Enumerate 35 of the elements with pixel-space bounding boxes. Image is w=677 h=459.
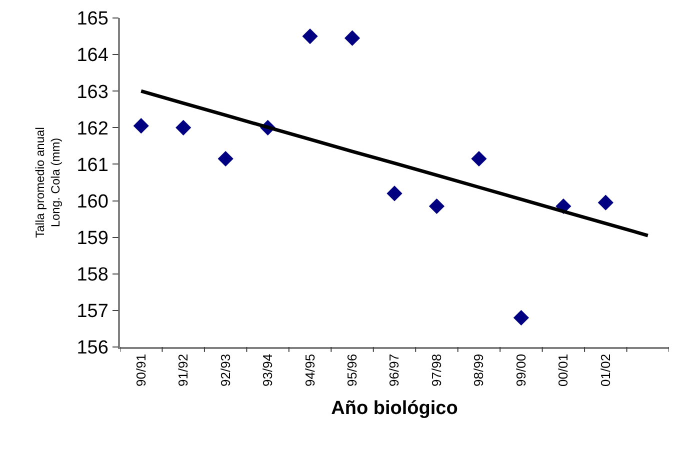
x-tick-label: 95/96 [344, 354, 360, 386]
x-axis-title: Año biológico [331, 398, 458, 419]
x-tick-label: 92/93 [218, 354, 233, 386]
point [513, 310, 529, 326]
y-tick-label: 160 [76, 191, 108, 212]
y-axis-title: Talla promedio anual Long. Cola (mm) [32, 127, 63, 238]
x-tick-label: 01/02 [598, 354, 613, 386]
x-tick-label: 00/01 [556, 354, 571, 386]
point [428, 198, 445, 214]
point [598, 194, 614, 210]
y-tick-label: 162 [76, 118, 108, 140]
line-series [139, 89, 650, 238]
x-tick-label: 94/95 [302, 354, 318, 386]
y-tick-label: 165 [76, 8, 108, 30]
point [471, 150, 487, 167]
y-tick-label: 161 [76, 154, 108, 176]
point [176, 120, 192, 136]
y-tick-label: 157 [76, 301, 108, 322]
x-tick-label: 98/99 [471, 354, 486, 386]
y-tick-label: 164 [76, 45, 109, 66]
point [218, 150, 234, 167]
y-tick-label: 159 [76, 228, 108, 249]
point [344, 30, 360, 46]
x-tick-label: 91/92 [176, 354, 191, 386]
point [386, 186, 402, 202]
x-tick-label: 90/91 [133, 354, 148, 386]
y-tick-label: 156 [76, 338, 108, 359]
y-tick-label: 158 [76, 264, 108, 286]
point [133, 118, 149, 134]
point [302, 28, 318, 44]
y-tick-label: 163 [76, 82, 108, 103]
x-tick-label: 99/00 [513, 354, 528, 386]
x-tick-label: 96/97 [386, 354, 402, 386]
x-tick-label: 97/98 [428, 354, 444, 386]
x-tick-label: 93/94 [260, 354, 276, 386]
